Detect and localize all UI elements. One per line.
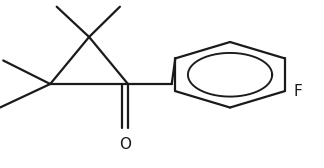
Text: O: O [119,137,131,152]
Text: F: F [294,84,303,99]
